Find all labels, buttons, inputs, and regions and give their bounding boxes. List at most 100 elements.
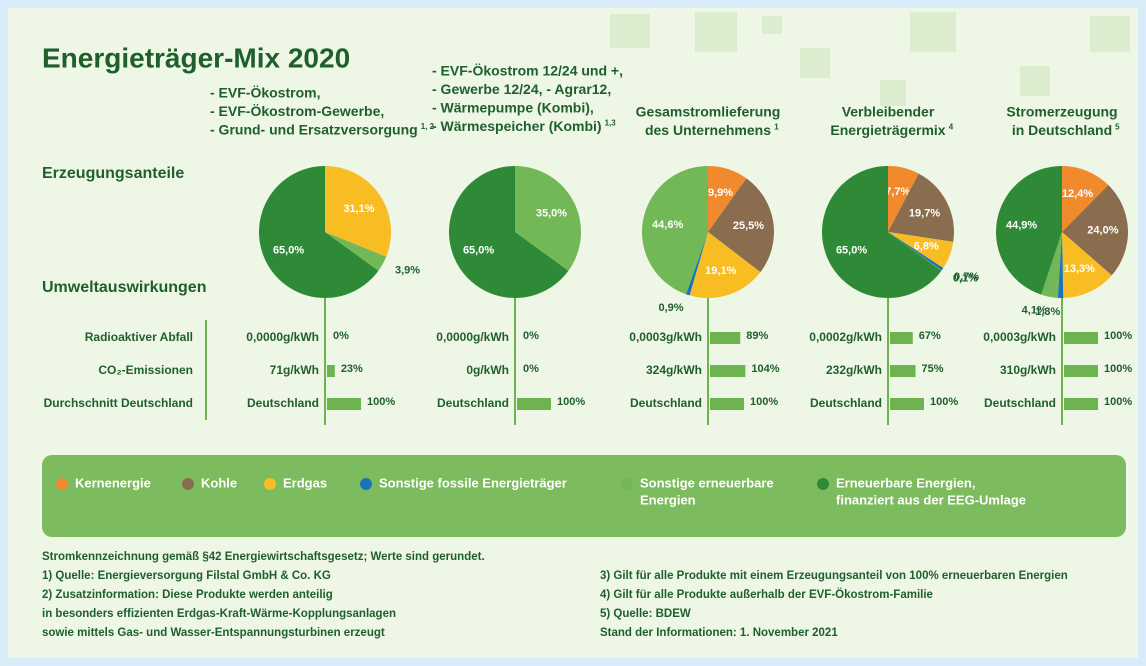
pie-slice <box>515 166 581 271</box>
pie-slice <box>686 232 708 296</box>
column-heading: - Gewerbe 12/24, - Agrar12, <box>432 81 611 97</box>
impact-text: 0g/kWh <box>466 363 509 377</box>
impact-text: Deutschland <box>630 396 702 410</box>
pie-slice <box>1057 232 1064 298</box>
pie-slice <box>1062 185 1128 276</box>
note: 1) Quelle: Energieversorgung Filstal Gmb… <box>42 570 331 582</box>
impact-bar <box>890 365 916 377</box>
impact-text: Deutschland <box>810 396 882 410</box>
impact-bar <box>327 365 335 377</box>
slice-label: 1,3% <box>1035 306 1060 318</box>
slice-label: 44,6% <box>652 219 683 231</box>
column-heading: Verbleibender <box>842 104 935 120</box>
impact-percent: 100% <box>930 396 958 408</box>
impact-percent: 100% <box>1104 363 1132 375</box>
title: Energieträger-Mix 2020 <box>42 42 350 73</box>
footnote-ref: 5 <box>1115 123 1120 132</box>
pie-slice <box>1062 166 1109 232</box>
impact-text: 324g/kWh <box>646 363 702 377</box>
pie-slice <box>708 166 747 232</box>
legend-swatch <box>621 478 633 490</box>
column-heading: - Wärmepumpe (Kombi), <box>432 100 594 116</box>
slice-label: 35,0% <box>536 207 567 219</box>
column-heading: Energieträgermix <box>830 122 945 138</box>
impact-text: 0,0003g/kWh <box>629 330 702 344</box>
slice-label: 44,9% <box>1006 219 1037 231</box>
slice-label: 19,7% <box>909 207 940 219</box>
impact-text: Deutschland <box>984 396 1056 410</box>
impact-row-label: Radioaktiver Abfall <box>85 330 193 344</box>
slice-label: 25,5% <box>733 220 764 232</box>
impact-percent: 67% <box>919 330 941 342</box>
slice-label: 7,7% <box>885 186 910 198</box>
impact-text: 0,0003g/kWh <box>983 330 1056 344</box>
impact-percent: 0% <box>523 363 539 375</box>
pie-slice <box>1041 232 1062 298</box>
slice-label: 0,9% <box>658 302 683 314</box>
pie-slice <box>689 232 761 299</box>
legend-swatch <box>56 478 68 490</box>
impact-text: 0,0002g/kWh <box>809 330 882 344</box>
slice-label: 0,7% <box>954 271 979 283</box>
row-label: Umweltauswirkungen <box>42 279 206 296</box>
pie-slice <box>449 166 569 299</box>
note: 3) Gilt für alle Produkte mit einem Erze… <box>600 570 1068 582</box>
note: in besonders effizienten Erdgas-Kraft-Wä… <box>42 608 396 620</box>
impact-bar <box>517 398 551 410</box>
legend-label: Sonstige fossile Energieträger <box>379 475 567 490</box>
slice-label: 9,9% <box>708 187 733 199</box>
impact-percent: 23% <box>341 363 363 375</box>
slice-label: 12,4% <box>1062 188 1093 200</box>
slice-label: 65,0% <box>273 244 304 256</box>
note: 4) Gilt für alle Produkte außerhalb der … <box>600 588 933 601</box>
column-heading: - Grund- und Ersatzversorgung <box>210 122 418 138</box>
note: Stromkennzeichnung gemäß §42 Energiewirt… <box>42 551 485 563</box>
legend-box <box>42 455 1126 537</box>
pie-slice <box>888 166 919 232</box>
pie-slice <box>888 232 954 269</box>
impact-text: Deutschland <box>247 396 319 410</box>
slice-label: 4,1% <box>1022 304 1047 316</box>
slice-label: 65,0% <box>463 244 494 256</box>
legend-label: Sonstige erneuerbare <box>640 475 774 490</box>
pie-slice <box>996 166 1062 295</box>
column-heading: Stromerzeugung <box>1006 104 1117 120</box>
pie-slice <box>642 166 708 295</box>
pie-slice <box>325 166 391 257</box>
column-heading: in Deutschland <box>1012 122 1112 138</box>
impact-text: 71g/kWh <box>270 363 319 377</box>
footnote-ref: 4 <box>949 123 954 132</box>
impact-percent: 100% <box>1104 396 1132 408</box>
note: Stand der Informationen: 1. November 202… <box>600 627 838 639</box>
legend-swatch <box>182 478 194 490</box>
impact-text: 0,0000g/kWh <box>246 330 319 344</box>
slice-label: 65,0% <box>836 244 867 256</box>
footnote-ref: 1, 2 <box>421 122 435 131</box>
impact-bar <box>890 398 924 410</box>
impact-text: 0,0000g/kWh <box>436 330 509 344</box>
impact-percent: 75% <box>922 363 944 375</box>
column-heading: des Unternehmens <box>645 122 771 138</box>
slice-label: 13,3% <box>1064 263 1095 275</box>
column-heading: - Wärmespeicher (Kombi) <box>432 118 602 134</box>
impact-bar <box>710 365 746 377</box>
impact-percent: 0% <box>523 330 539 342</box>
pie-slice <box>822 166 942 298</box>
note: sowie mittels Gas- und Wasser-Entspannun… <box>42 627 385 639</box>
column-heading: - EVF-Ökostrom 12/24 und +, <box>432 63 623 79</box>
slice-label: 6,8% <box>914 240 939 252</box>
impact-bar <box>1064 398 1098 410</box>
pie-slice <box>888 173 955 242</box>
impact-percent: 104% <box>751 363 779 375</box>
legend-label: Energien <box>640 492 696 507</box>
slice-label: 24,0% <box>1087 224 1118 236</box>
legend-label: Erneuerbare Energien, <box>836 475 975 490</box>
legend-label: Kernenergie <box>75 475 151 490</box>
impact-bar <box>327 398 361 410</box>
impact-bar <box>710 332 741 344</box>
slice-label: 31,1% <box>343 203 374 215</box>
slice-label: 0,1% <box>953 273 978 285</box>
panel <box>8 8 1138 658</box>
column-heading: - EVF-Ökostrom, <box>210 85 320 101</box>
impact-row-label: Durchschnitt Deutschland <box>44 396 193 410</box>
